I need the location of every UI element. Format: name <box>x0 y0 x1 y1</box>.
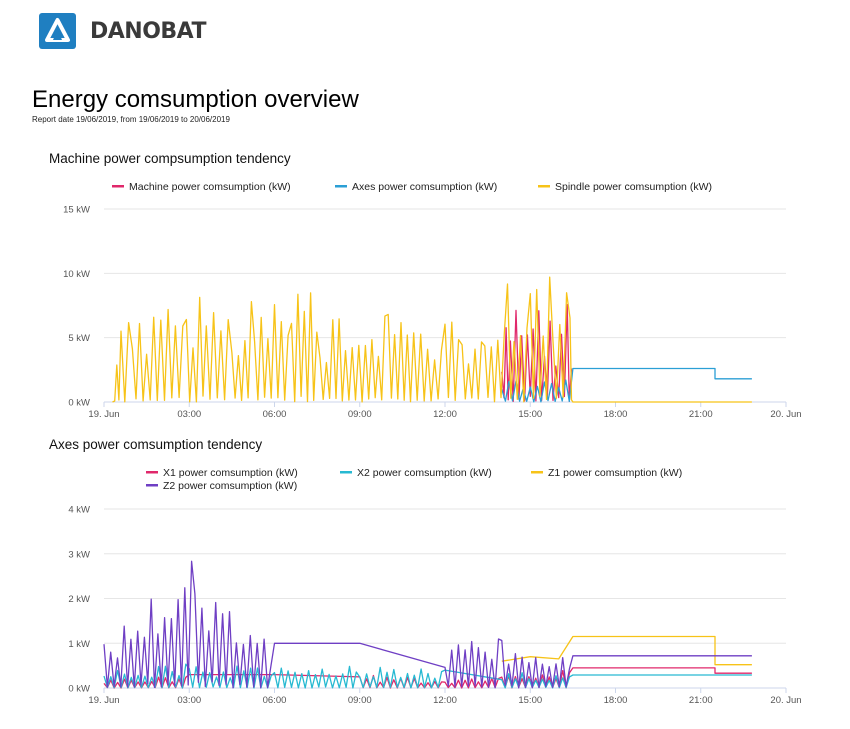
x-tick-label: 06:00 <box>263 409 287 420</box>
series-line-2[interactable] <box>112 276 752 403</box>
x-tick-label: 12:00 <box>433 409 457 420</box>
series-line-2[interactable] <box>501 635 752 666</box>
x-tick-label: 03:00 <box>177 695 201 706</box>
series-line-3[interactable] <box>103 560 752 689</box>
legend-item[interactable]: X2 power comsumption (kW) <box>340 467 492 479</box>
legend-swatch <box>531 471 543 474</box>
legend-swatch <box>112 185 124 188</box>
legend-swatch <box>340 471 352 474</box>
legend-swatch <box>335 185 347 188</box>
legend-item[interactable]: Axes power comsumption (kW) <box>335 181 497 193</box>
y-tick-label: 4 kW <box>68 505 90 516</box>
brand-name: DANOBAT <box>90 18 207 44</box>
x-tick-label: 20. Jun <box>770 695 801 706</box>
legend-label: X1 power comsumption (kW) <box>163 467 298 479</box>
y-tick-label: 1 kW <box>68 639 90 650</box>
legend-label: Axes power comsumption (kW) <box>352 181 497 193</box>
x-tick-label: 09:00 <box>348 409 372 420</box>
page-title: Energy comsumption overview <box>32 86 359 113</box>
report-subtitle: Report date 19/06/2019, from 19/06/2019 … <box>32 115 230 124</box>
y-tick-label: 0 kW <box>68 684 90 695</box>
x-tick-label: 20. Jun <box>770 409 801 420</box>
x-tick-label: 12:00 <box>433 695 457 706</box>
x-tick-label: 21:00 <box>689 409 713 420</box>
series-line-0[interactable] <box>501 304 573 402</box>
y-tick-label: 2 kW <box>68 594 90 605</box>
y-tick-label: 0 kW <box>68 398 90 409</box>
x-tick-label: 18:00 <box>604 695 628 706</box>
x-tick-label: 06:00 <box>263 695 287 706</box>
axes-chart-title: Axes power comsumption tendency <box>49 437 263 452</box>
danobat-logo-mark <box>39 13 76 49</box>
x-tick-label: 15:00 <box>518 695 542 706</box>
legend-label: Z2 power comsumption (kW) <box>163 480 297 492</box>
legend-item[interactable]: Z1 power comsumption (kW) <box>531 467 682 479</box>
legend-item[interactable]: Machine power comsumption (kW) <box>112 181 291 193</box>
machine-chart-title: Machine power compsumption tendency <box>49 151 291 166</box>
legend-swatch <box>538 185 550 188</box>
y-tick-label: 5 kW <box>68 333 90 344</box>
legend-item[interactable]: Spindle power comsumption (kW) <box>538 181 712 193</box>
x-tick-label: 15:00 <box>518 409 542 420</box>
legend-label: Machine power comsumption (kW) <box>129 181 291 193</box>
x-tick-label: 21:00 <box>689 695 713 706</box>
y-tick-label: 10 kW <box>63 269 90 280</box>
legend-label: Z1 power comsumption (kW) <box>548 467 682 479</box>
series-line-1[interactable] <box>501 367 752 403</box>
y-tick-label: 15 kW <box>63 205 90 216</box>
machine-power-chart: Machine power comsumption (kW) Axes power… <box>63 181 802 420</box>
x-tick-label: 19. Jun <box>88 695 119 706</box>
legend-swatch <box>146 471 158 474</box>
axes-power-chart: X1 power comsumption (kW) X2 power comsum… <box>68 467 801 706</box>
legend-swatch <box>146 484 158 487</box>
brand-logo: DANOBAT <box>39 13 207 49</box>
legend-label: Spindle power comsumption (kW) <box>555 181 712 193</box>
x-tick-label: 03:00 <box>177 409 201 420</box>
legend-item[interactable]: X1 power comsumption (kW) <box>146 467 298 479</box>
legend-item[interactable]: Z2 power comsumption (kW) <box>146 480 297 492</box>
y-tick-label: 3 kW <box>68 549 90 560</box>
x-tick-label: 19. Jun <box>88 409 119 420</box>
x-tick-label: 18:00 <box>604 409 628 420</box>
x-tick-label: 09:00 <box>348 695 372 706</box>
legend-label: X2 power comsumption (kW) <box>357 467 492 479</box>
